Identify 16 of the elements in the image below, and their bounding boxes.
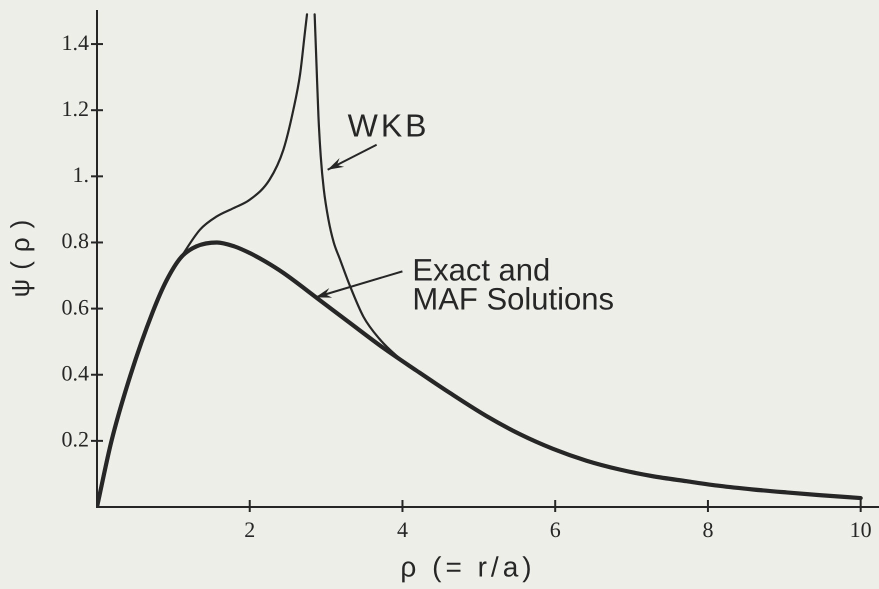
annotation: WKB: [348, 108, 430, 144]
x-tick-label: 4: [396, 516, 408, 542]
y-tick-label: 1.4: [62, 30, 89, 55]
y-tick-label: 0.2: [62, 426, 89, 452]
y-tick-label: 0.6: [62, 294, 89, 320]
y-tick-label: 1.: [72, 162, 89, 188]
x-tick-label: 6: [550, 516, 561, 542]
x-tick-label: 2: [244, 516, 256, 542]
x-axis-title: ρ (= r/a): [400, 552, 536, 583]
y-tick-label: 0.8: [62, 228, 89, 254]
x-tick-label: 10: [850, 516, 872, 542]
x-tick-label: 8: [702, 516, 714, 542]
y-tick-label: 0.4: [62, 360, 89, 386]
y-tick-label: 1.2: [62, 96, 89, 121]
y-axis-title: ψ(ρ): [5, 210, 36, 298]
annotation: Exact and MAF Solutions: [412, 252, 614, 316]
